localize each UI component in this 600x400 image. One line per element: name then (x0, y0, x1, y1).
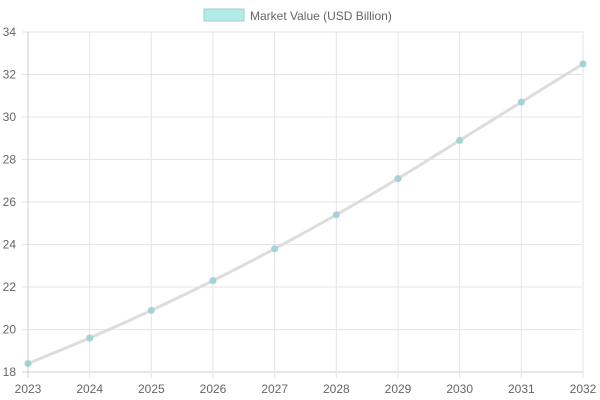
x-tick-label: 2029 (385, 382, 412, 396)
data-point[interactable] (271, 245, 279, 253)
x-tick-label: 2030 (446, 382, 473, 396)
data-point[interactable] (456, 136, 464, 144)
data-point[interactable] (147, 306, 155, 314)
y-tick-label: 26 (3, 195, 17, 209)
x-tick-label: 2023 (15, 382, 42, 396)
y-axis-ticks: 18 20 22 24 26 28 30 32 34 (3, 25, 17, 379)
x-tick-label: 2025 (138, 382, 165, 396)
x-tick-label: 2032 (570, 382, 597, 396)
y-tick-label: 18 (3, 365, 17, 379)
y-tick-label: 24 (3, 238, 17, 252)
data-point[interactable] (24, 360, 32, 367)
legend[interactable]: Market Value (USD Billion) (203, 8, 392, 23)
y-tick-label: 30 (3, 110, 17, 124)
data-point[interactable] (394, 175, 402, 183)
legend-label: Market Value (USD Billion) (250, 9, 392, 23)
y-tick-label: 20 (3, 323, 17, 337)
data-point[interactable] (517, 98, 525, 106)
data-points (24, 60, 587, 367)
y-tick-label: 28 (3, 153, 17, 167)
x-axis-ticks: 2023 2024 2025 2026 2027 2028 2029 2030 2031 2032 (15, 382, 597, 396)
data-point[interactable] (209, 277, 217, 285)
data-point[interactable] (86, 334, 94, 342)
x-tick-label: 2027 (261, 382, 288, 396)
x-tick-label: 2028 (323, 382, 350, 396)
y-tick-label: 22 (3, 280, 17, 294)
data-point[interactable] (579, 60, 587, 68)
legend-swatch (203, 8, 245, 22)
series-line (26, 62, 585, 365)
x-tick-label: 2031 (508, 382, 535, 396)
grid (22, 31, 584, 378)
x-tick-label: 2024 (76, 382, 103, 396)
data-point[interactable] (332, 211, 340, 219)
x-tick-label: 2026 (200, 382, 227, 396)
y-tick-label: 32 (3, 68, 17, 82)
y-tick-label: 34 (3, 25, 17, 39)
